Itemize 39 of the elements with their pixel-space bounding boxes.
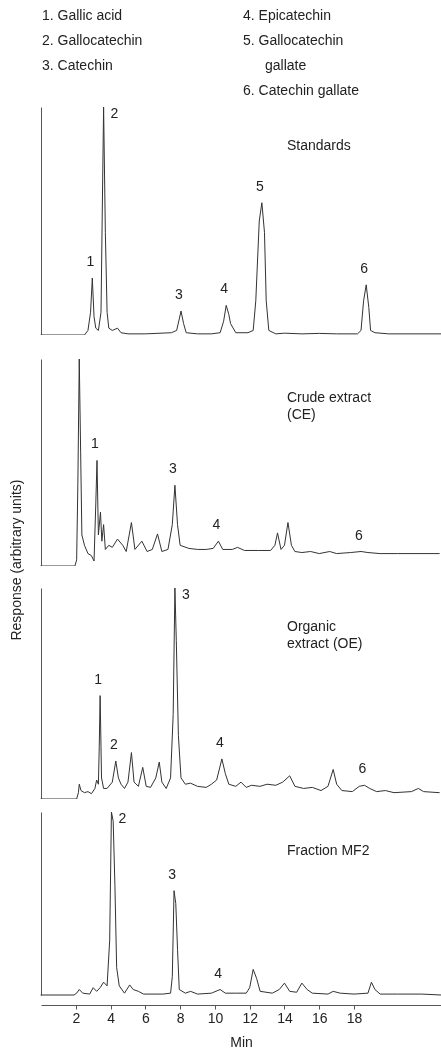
- y-axis-title: Response (arbitrary units): [8, 479, 24, 641]
- annotation: 1: [94, 670, 103, 687]
- text: 2. Gallocatechin: [42, 31, 144, 50]
- annotation: 6: [358, 760, 367, 777]
- text: Standards: [287, 137, 351, 153]
- annotation: 1: [91, 435, 100, 452]
- annotation: 4: [215, 733, 224, 750]
- text: Fraction MF2: [287, 842, 370, 858]
- text: Organic extract (OE): [287, 618, 363, 651]
- x-tick-label: 14: [277, 1009, 293, 1026]
- annotation: 5: [255, 177, 264, 194]
- annotation: 4: [220, 280, 229, 297]
- annotation: 3: [168, 865, 177, 882]
- annotation: 3: [181, 586, 190, 602]
- annotation: 2: [110, 105, 119, 121]
- x-tick-label: 6: [141, 1009, 150, 1026]
- annotation: 2: [118, 810, 127, 826]
- annotation: 3: [175, 286, 184, 303]
- text: 5. Gallocatechin gallate: [243, 31, 345, 75]
- text: 4. Epicatechin: [243, 6, 332, 25]
- text: 1. Gallic acid: [42, 6, 124, 25]
- text: 6. Catechin gallate: [243, 81, 360, 100]
- x-tick-label: 16: [311, 1009, 328, 1026]
- annotation: 4: [214, 964, 223, 981]
- annotation: 3: [169, 460, 178, 477]
- annotation: 2: [109, 736, 118, 753]
- annotation: 6: [355, 526, 364, 543]
- x-tick-label: 4: [107, 1009, 116, 1026]
- annotation: 4: [212, 516, 221, 533]
- annotation: 6: [360, 259, 369, 276]
- text: 3. Catechin: [42, 56, 114, 75]
- x-tick-label: 18: [346, 1009, 363, 1026]
- x-tick-label: 2: [72, 1009, 81, 1026]
- x-tick-label: 10: [207, 1009, 224, 1026]
- x-axis-title: Min: [230, 1033, 253, 1050]
- x-tick-label: 12: [242, 1009, 259, 1026]
- text: Crude extract (CE): [287, 389, 372, 422]
- annotation: 1: [86, 253, 95, 269]
- x-tick-label: 8: [176, 1009, 185, 1026]
